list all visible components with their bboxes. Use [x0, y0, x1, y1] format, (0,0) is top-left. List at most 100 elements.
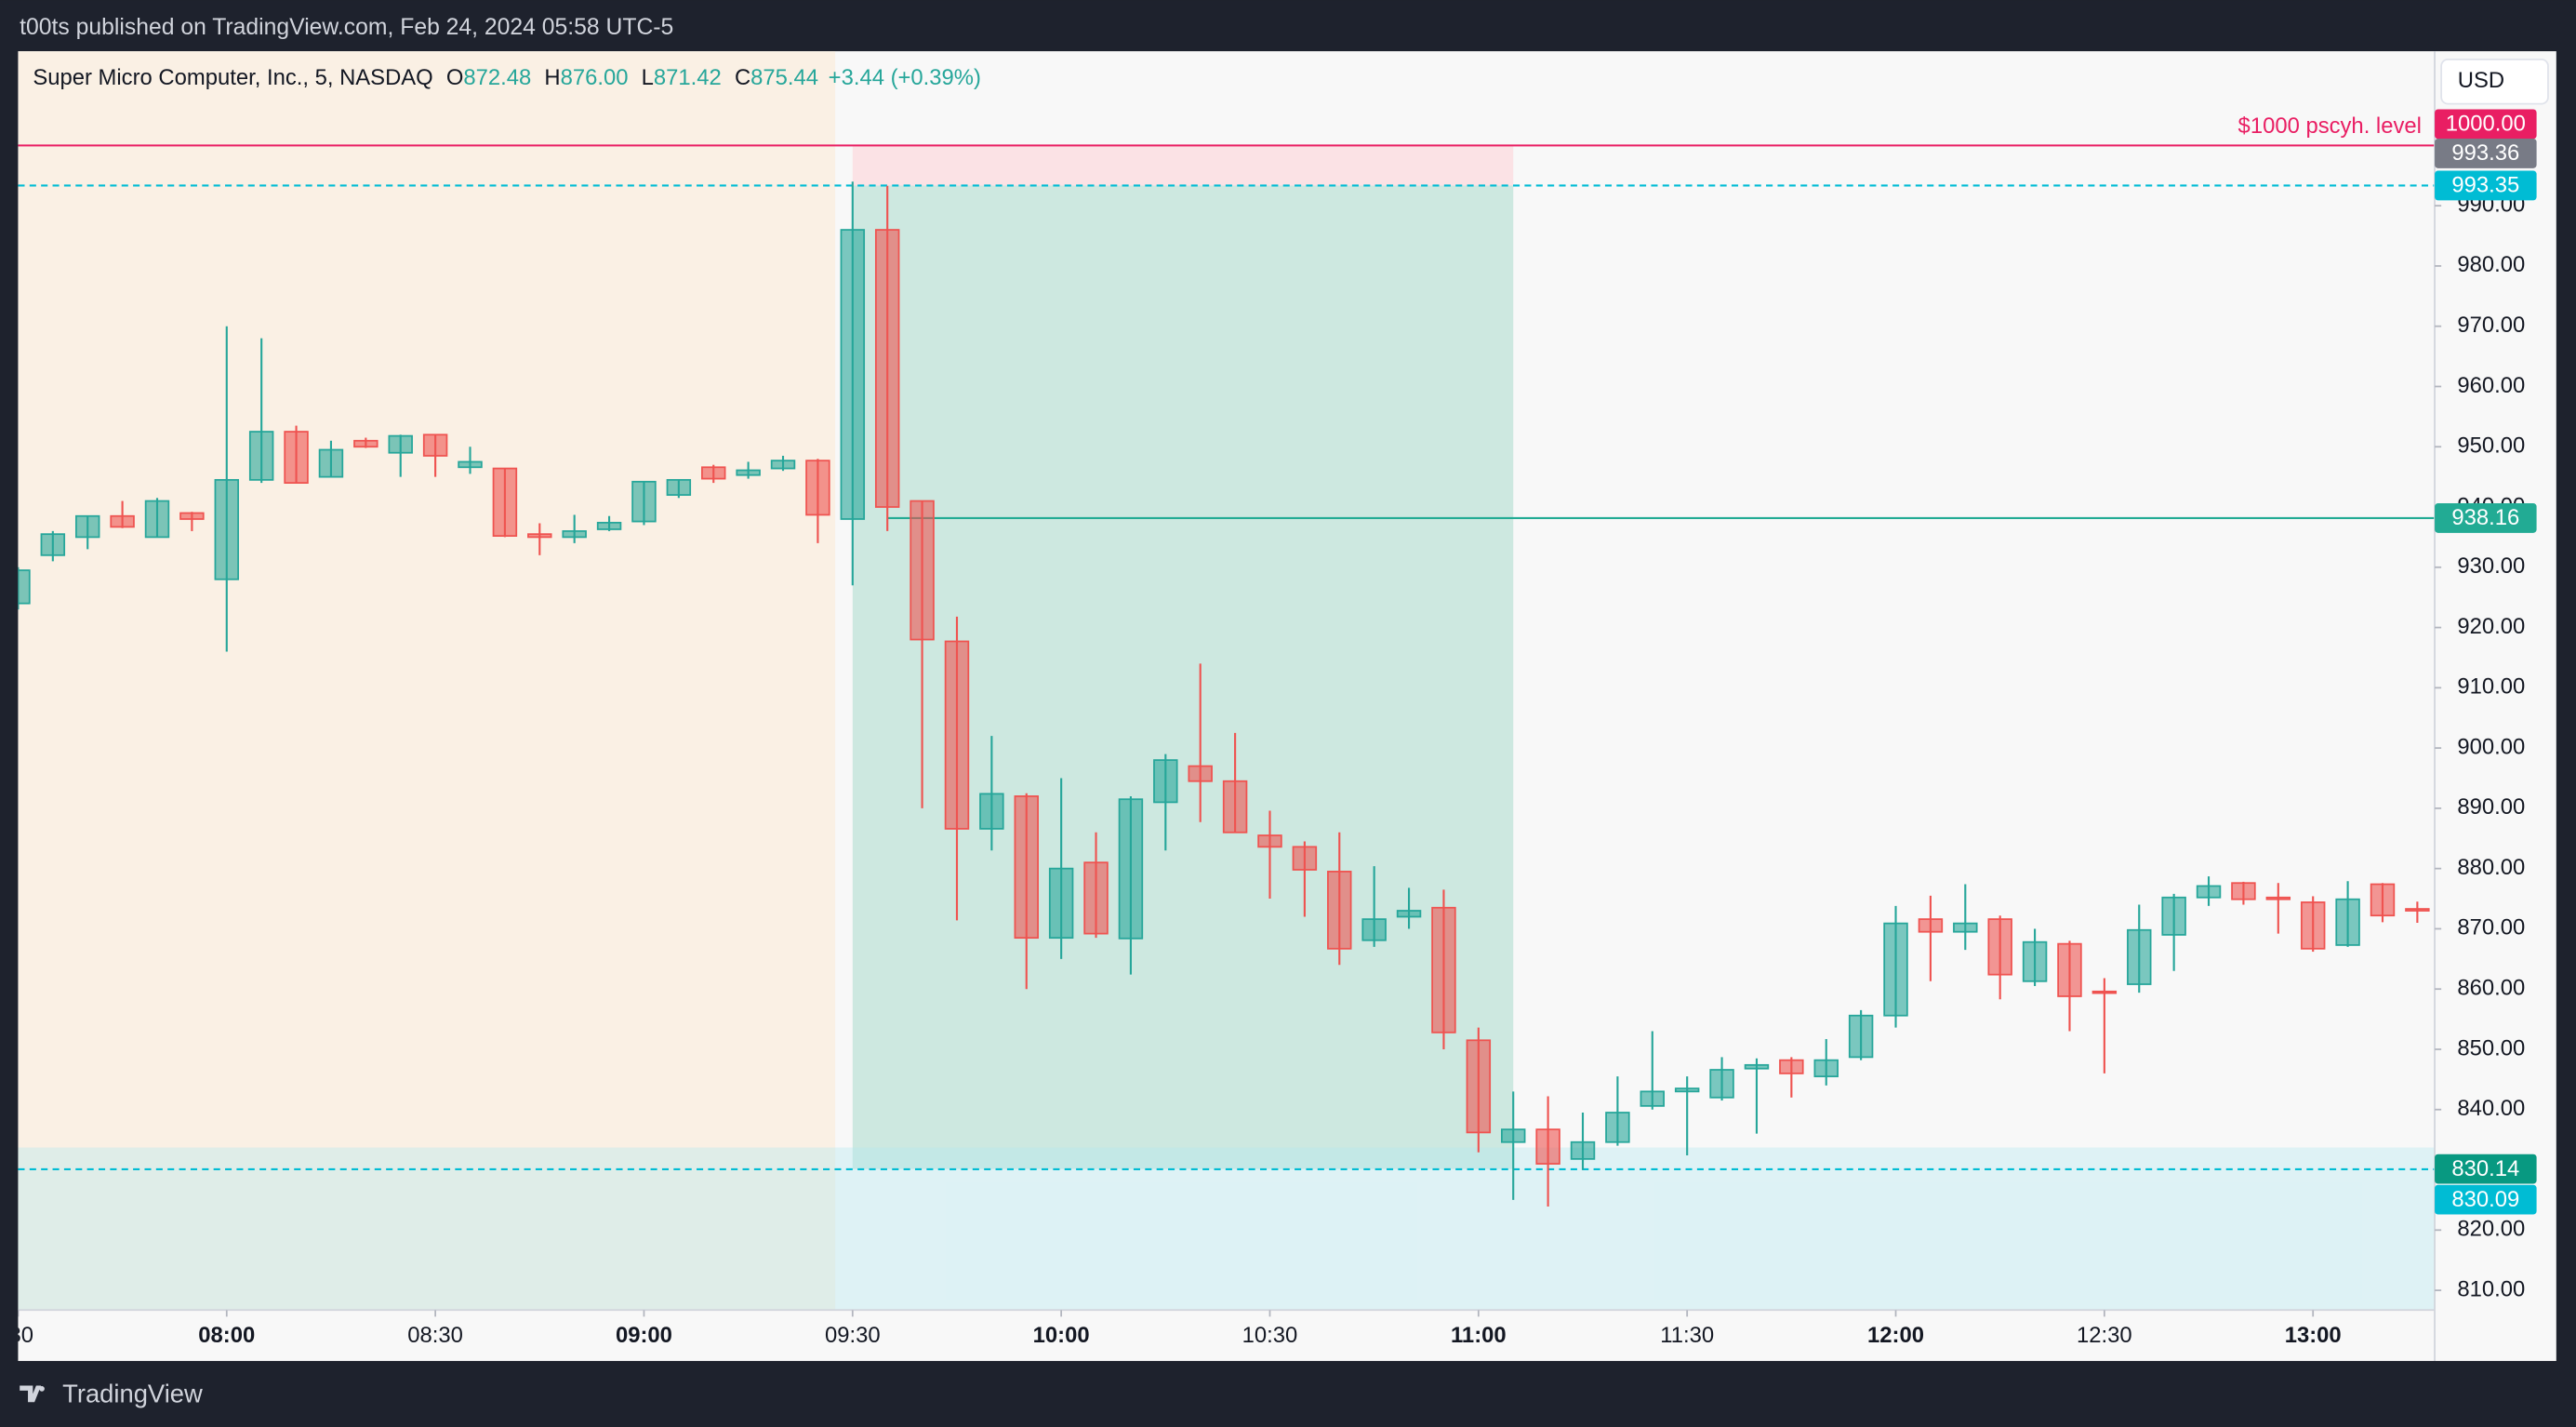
- candle-body: [1153, 759, 1178, 804]
- symbol-legend: Super Micro Computer, Inc., 5, NASDAQ O87…: [33, 65, 981, 90]
- price-tag: [2435, 139, 2537, 168]
- y-tick-label: 820.00: [2457, 1217, 2525, 1242]
- candle-body: [2265, 896, 2291, 900]
- x-tick-label: 11:30: [1660, 1323, 1714, 1348]
- candle-body: [979, 793, 1004, 830]
- candle-body: [18, 569, 31, 605]
- candle-body: [1466, 1039, 1492, 1134]
- candle-body: [1883, 922, 1908, 1017]
- candle-body: [492, 467, 518, 537]
- candle-body: [248, 431, 274, 481]
- candle-body: [527, 533, 552, 539]
- currency-button[interactable]: USD: [2440, 59, 2549, 105]
- symbol-title: Super Micro Computer, Inc., 5, NASDAQ: [33, 65, 432, 90]
- y-tick-label: 810.00: [2457, 1276, 2525, 1301]
- y-tick-label: 890.00: [2457, 794, 2525, 820]
- x-tick-label: :30: [3, 1323, 33, 1348]
- x-tick-label: 08:00: [198, 1323, 255, 1348]
- ohlc-key: O: [446, 65, 464, 90]
- y-tick-label: 970.00: [2457, 313, 2525, 338]
- ohlc-value: 875.44: [750, 65, 818, 90]
- candle-body: [144, 500, 170, 539]
- x-tick-label: 13:00: [2285, 1323, 2342, 1348]
- y-tick-label: 870.00: [2457, 915, 2525, 940]
- ohlc-value: 871.42: [654, 65, 722, 90]
- candle-body: [1361, 918, 1387, 941]
- x-tick-label: 11:00: [1451, 1323, 1507, 1348]
- candle-body: [214, 478, 239, 580]
- candle-body: [1918, 918, 1944, 933]
- candle-body: [2057, 942, 2082, 997]
- ohlc-value: 872.48: [463, 65, 531, 90]
- candle-body: [284, 431, 309, 484]
- price-tag-label: 938.16: [2451, 505, 2519, 530]
- candle-body: [1222, 780, 1248, 834]
- candle-body: [701, 466, 726, 480]
- candle-body: [596, 521, 622, 530]
- candle-body: [1813, 1059, 1839, 1078]
- x-tick-label: 10:30: [1242, 1323, 1298, 1348]
- candle-body: [2196, 885, 2222, 899]
- candle-body: [1257, 834, 1282, 848]
- annotation: $1000 pscyh. level: [2238, 113, 2422, 139]
- y-tick-label: 880.00: [2457, 855, 2525, 880]
- price-tag: [2435, 109, 2537, 140]
- price-tag: [2435, 1184, 2537, 1215]
- candle-body: [1014, 795, 1039, 940]
- ohlc-key: H: [544, 65, 560, 90]
- candle-body: [874, 229, 900, 508]
- price-tag-label: 830.14: [2451, 1156, 2519, 1181]
- currency-button-box[interactable]: [2440, 59, 2549, 105]
- candle-body: [666, 478, 692, 496]
- zone: [852, 145, 1514, 186]
- candle-body: [1188, 765, 1213, 782]
- candle-body: [1744, 1063, 1770, 1070]
- x-tick-label: 09:30: [825, 1323, 881, 1348]
- price-tags: 1000.00 993.36 993.35 938.16 830.14 830.09: [2435, 109, 2537, 1215]
- candle-body: [1848, 1014, 1874, 1059]
- brand-logo[interactable]: [20, 1385, 45, 1403]
- y-tick-label: 910.00: [2457, 674, 2525, 700]
- brand-name[interactable]: TradingView: [62, 1379, 203, 1407]
- candle-body: [110, 514, 135, 528]
- y-tick-label: 960.00: [2457, 373, 2525, 398]
- candle-body: [562, 530, 587, 539]
- candle-body: [2091, 990, 2118, 994]
- y-tick-label: 920.00: [2457, 614, 2525, 639]
- price-tag-label: 993.36: [2451, 140, 2519, 166]
- currency-label[interactable]: USD: [2458, 68, 2504, 93]
- candle-body: [1431, 906, 1456, 1034]
- price-tag-label: 1000.00: [2446, 112, 2526, 137]
- x-tick-label: 10:00: [1033, 1323, 1090, 1348]
- ohlc-key: L: [642, 65, 654, 90]
- candle-body: [353, 439, 378, 448]
- y-tick-label: 840.00: [2457, 1096, 2525, 1121]
- y-tick-label: 980.00: [2457, 252, 2525, 277]
- brand[interactable]: TradingView: [20, 1379, 203, 1407]
- x-tick-label: 08:30: [407, 1323, 463, 1348]
- candle-body: [2405, 908, 2430, 912]
- candle-body: [770, 460, 796, 470]
- candle-body: [1083, 861, 1109, 935]
- candle-body: [388, 434, 413, 454]
- y-tick-label: 900.00: [2457, 734, 2525, 759]
- y-tick-label: 930.00: [2457, 553, 2525, 579]
- candle-body: [1327, 871, 1352, 950]
- candle-body: [2231, 882, 2256, 900]
- candle-body: [179, 512, 205, 520]
- levels: $1000 pscyh. level: [18, 113, 2436, 1171]
- candle-body: [1640, 1090, 1666, 1107]
- price-tag-label: 993.35: [2451, 173, 2519, 198]
- candle-body: [1605, 1112, 1630, 1143]
- candle-body: [1570, 1140, 1596, 1160]
- candle-body: [458, 460, 483, 469]
- candle-body: [2370, 883, 2396, 917]
- price-tag: [2435, 503, 2537, 533]
- candles: [18, 181, 2430, 1207]
- candle-body: [840, 229, 866, 520]
- candle-body: [1535, 1128, 1560, 1165]
- y-tick-label: 860.00: [2457, 976, 2525, 1001]
- zone: [18, 1147, 2436, 1311]
